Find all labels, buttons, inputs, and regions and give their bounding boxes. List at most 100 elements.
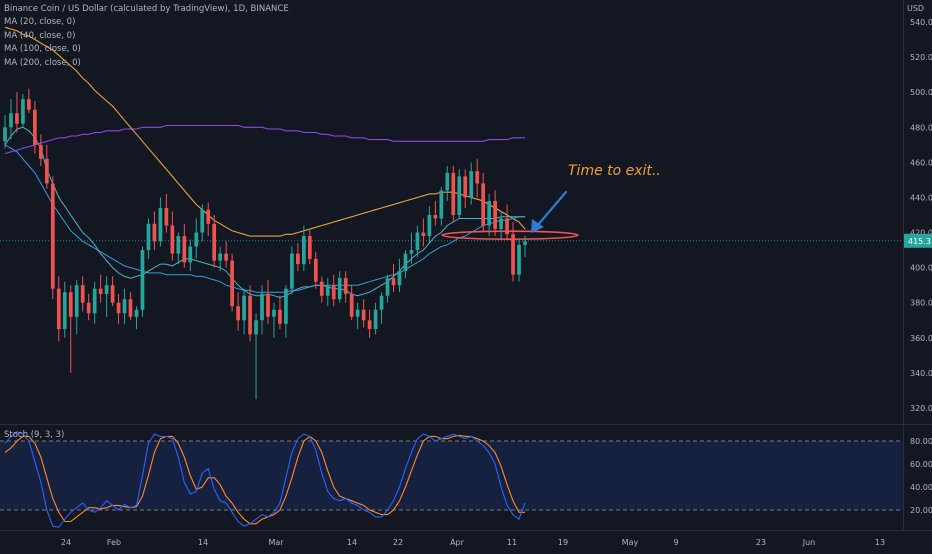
candle-body [523,241,527,245]
candle-body [9,113,13,128]
candle [152,211,157,251]
candle [170,211,175,261]
candle [50,176,55,300]
candle-body [278,309,282,324]
candle-body [284,288,288,324]
candle [349,285,354,321]
candle-body [140,250,145,310]
candle-body [194,232,199,247]
candle [146,218,151,259]
candle [296,243,300,272]
candle-body [254,320,258,335]
candle-body [200,209,205,233]
candle [176,232,181,265]
y-tick-label: 400.0 [910,264,932,273]
candle [307,229,312,265]
candle-body [92,288,97,314]
candle-body [403,253,408,272]
x-tick-label: Feb [107,538,121,547]
candle-body [427,215,432,237]
candle-body [290,253,294,289]
y-tick-label: 500.0 [910,88,932,97]
candle [248,285,252,342]
candle [301,225,306,272]
candle-body [307,236,312,259]
candle-body [511,234,515,275]
candle [355,302,360,330]
stoch-axis-ticks: 80.00 60.00 40.00 20.00 [910,437,932,515]
candle [21,93,25,128]
candle-body [230,260,234,307]
candle [439,186,444,226]
candle [445,165,450,201]
candle [475,158,480,198]
candle [457,169,462,219]
candle-body [15,113,19,124]
candle-body [242,295,246,321]
candle [451,165,456,223]
x-axis-ticks: 24 Feb 14 Mar 14 22 Apr 11 19 May 9 23 Jun 13 [61,538,885,547]
x-tick-label: 24 [61,538,71,547]
candle-body [21,99,25,124]
candle-body [74,285,79,317]
candle-body [397,271,402,286]
candle-body [206,209,211,224]
candle [272,302,276,338]
legend-ma40: MA (40, close, 0) [4,30,76,41]
x-tick-label: 22 [393,538,403,547]
candle-body [296,253,300,265]
candle-body [110,285,115,303]
candle [278,295,282,330]
candle [164,193,169,233]
y-tick-label: 320.0 [910,404,932,413]
y-tick-label: 540.0 [910,18,932,27]
candle [242,288,246,335]
candle-body [325,285,330,296]
candle-body [50,183,55,289]
candle [517,239,521,282]
candle [15,92,19,133]
candle [421,218,426,247]
candle-body [68,292,73,317]
candle-body [260,293,264,321]
candle [80,276,85,312]
candle [290,246,294,294]
stoch-tick-label: 20.00 [910,506,932,515]
candle [33,100,37,154]
candle [39,134,43,166]
candle [254,313,258,400]
candles [3,88,527,400]
annotation-text[interactable]: Time to exit.. [568,163,661,179]
candle-body [421,232,426,237]
arrow-shaft [535,190,568,228]
candle [331,274,336,307]
x-tick-label: 23 [756,538,766,547]
candle-body [343,278,348,294]
candle-body [475,171,480,184]
candle-body [98,288,103,294]
candle [224,241,229,268]
stoch-d-line [4,434,525,525]
legend-ma20: MA (20, close, 0) [4,17,76,28]
x-tick-label: 9 [673,538,678,547]
candle-body [319,281,324,296]
candle [68,285,73,373]
candle-body [439,190,444,219]
candle-body [385,278,390,296]
candle-body [56,288,61,330]
candle-body [224,253,229,261]
stoch-tick-label: 80.00 [910,437,932,446]
candle [27,88,31,114]
candle [92,281,97,324]
legend-ma100: MA (100, close, 0) [4,44,81,55]
candle [200,204,205,242]
candle [319,276,324,303]
candle [86,293,91,321]
candle-body [313,258,318,282]
candle-body [331,285,336,300]
candle-body [236,306,240,321]
candle [62,281,67,338]
candle [325,278,330,307]
